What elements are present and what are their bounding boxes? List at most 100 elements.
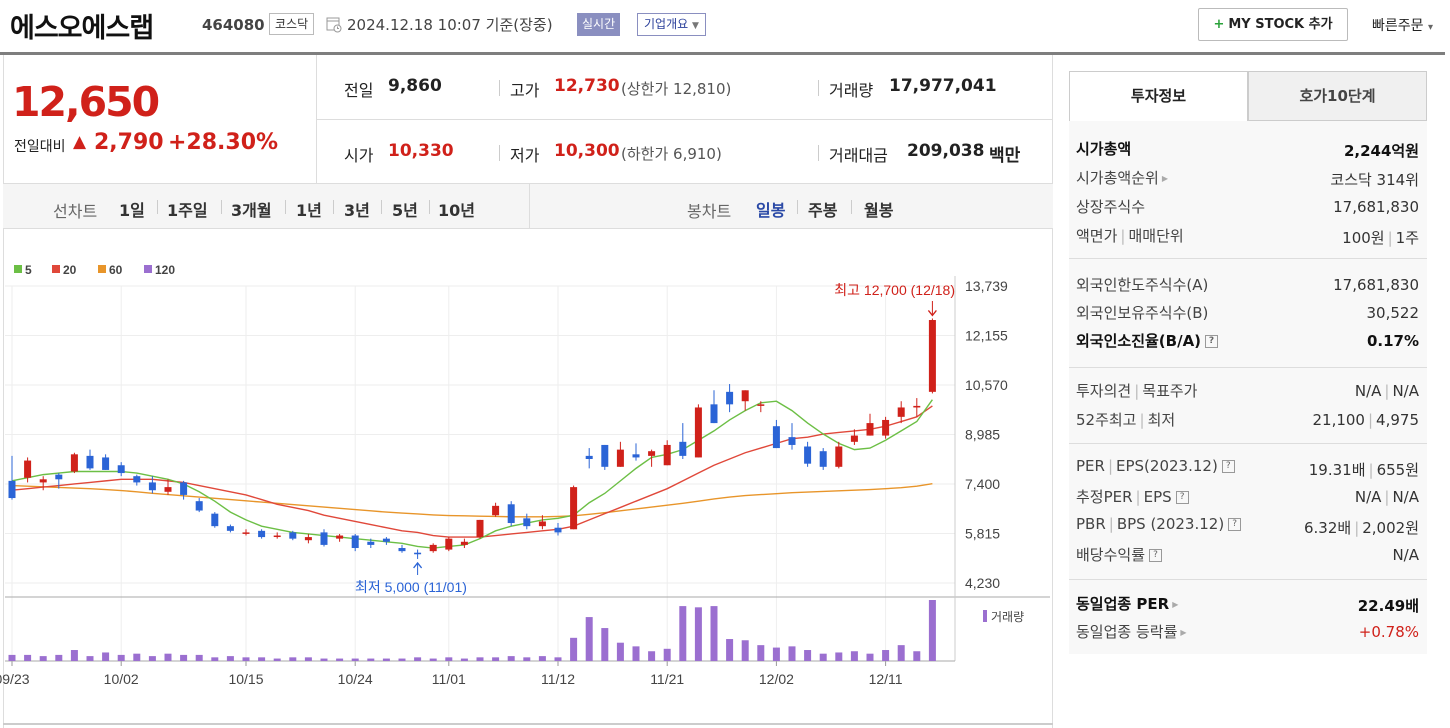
volume-bar: [694, 607, 702, 661]
upper-limit: (상한가 12,810): [621, 80, 732, 98]
info-label-text: 시가총액순위: [1076, 169, 1159, 187]
company-overview-button[interactable]: 기업개요 ▼: [637, 13, 706, 36]
candle-weekly[interactable]: 주봉: [808, 201, 838, 220]
price-chart[interactable]: 13,739 12,155 10,570 8,985 7,400 5,815 4,230 09…: [0, 229, 1050, 723]
stock-code: 464080: [202, 16, 265, 34]
candle-body: [55, 474, 63, 480]
candle-daily[interactable]: 일봉: [756, 201, 786, 220]
volume-bar: [148, 656, 156, 661]
separator: |: [1384, 382, 1390, 400]
help-icon[interactable]: ?: [1228, 518, 1242, 531]
period-3m[interactable]: 3개월: [231, 201, 272, 220]
help-icon[interactable]: ?: [1149, 549, 1163, 562]
volume-bar: [429, 658, 437, 661]
volume-bar: [304, 657, 312, 661]
period-5y[interactable]: 5년: [392, 201, 418, 220]
info-label-text: 외국인한도주식수(A): [1076, 276, 1209, 294]
candle-body: [304, 537, 312, 541]
info-label[interactable]: 동일업종 등락률 ▶: [1076, 621, 1187, 642]
quick-order-button[interactable]: 빠른주문 ▾: [1372, 15, 1433, 35]
info-label: 시가총액: [1076, 138, 1131, 159]
volume-bar: [211, 657, 219, 661]
high-label: 고가: [510, 81, 540, 100]
tab-invest-info[interactable]: 투자정보: [1069, 71, 1248, 121]
section-divider: [1069, 258, 1427, 259]
volume-bar: [117, 654, 125, 661]
separator: [851, 200, 852, 214]
candle-body: [632, 454, 640, 458]
info-value-text: 6.32배: [1303, 519, 1352, 537]
info-label: 외국인한도주식수(A): [1076, 274, 1208, 295]
help-icon[interactable]: ?: [1221, 460, 1235, 473]
separator: |: [1139, 411, 1145, 429]
info-label-text: 액면가: [1076, 227, 1118, 245]
realtime-button[interactable]: 실시간: [577, 13, 621, 36]
separator: |: [1108, 515, 1114, 533]
candle-body: [117, 465, 125, 474]
volume-bar: [897, 645, 905, 661]
candle-body: [320, 532, 328, 545]
candle-body: [8, 480, 16, 499]
period-3y[interactable]: 3년: [344, 201, 370, 220]
volume-bar: [648, 651, 656, 661]
candle-body: [913, 405, 921, 408]
info-value-text: 100원: [1342, 229, 1385, 247]
info-label-text: 52주최고: [1076, 411, 1137, 429]
candle-body: [882, 419, 890, 436]
candle-monthly[interactable]: 월봉: [864, 201, 894, 220]
period-10y[interactable]: 10년: [438, 201, 475, 220]
candle-body: [382, 538, 390, 542]
separator: |: [1107, 457, 1114, 475]
candle-body: [804, 446, 812, 464]
separator: |: [1387, 229, 1393, 247]
x-tick-label: 12/02: [759, 671, 794, 687]
help-icon[interactable]: ?: [1205, 335, 1219, 348]
separator: [429, 200, 430, 214]
volume-bar: [133, 653, 141, 661]
add-mystock-label: MY STOCK 추가: [1228, 17, 1333, 32]
candle-body: [476, 519, 484, 538]
info-value: 21,100 | 4,975: [1312, 411, 1419, 429]
volume-bar: [616, 642, 624, 661]
candle-body: [554, 527, 562, 533]
info-label-text: 최저: [1147, 411, 1176, 429]
candle-body: [429, 544, 437, 552]
section-divider: [1069, 367, 1427, 368]
info-value-text: 655원: [1376, 461, 1419, 479]
candle-chart-label: 봉차트: [687, 202, 732, 221]
chevron-right-icon: ▶: [1172, 600, 1179, 609]
info-value-text: 코스닥 314위: [1330, 171, 1419, 189]
candle-body: [757, 404, 765, 406]
info-value-text: 1주: [1395, 229, 1419, 247]
help-icon[interactable]: ?: [1175, 491, 1189, 504]
x-tick-label: 12/11: [869, 671, 903, 687]
add-mystock-button[interactable]: + MY STOCK 추가: [1198, 8, 1348, 41]
period-1d[interactable]: 1일: [119, 201, 145, 220]
candle-body: [850, 435, 858, 442]
info-label: 투자의견 | 목표주가: [1076, 380, 1197, 401]
info-value-text: +0.78%: [1358, 623, 1419, 641]
info-label-text: EPS: [1143, 488, 1172, 506]
tab-hoga-10[interactable]: 호가10단계: [1248, 71, 1427, 121]
chevron-down-icon: ▾: [1427, 22, 1434, 33]
quick-order-label: 빠른주문: [1372, 18, 1424, 34]
info-value: 0.17%: [1367, 332, 1419, 350]
period-1y[interactable]: 1년: [296, 201, 322, 220]
market-badge: 코스닥: [269, 13, 315, 35]
line-chart-label: 선차트: [53, 202, 98, 221]
info-label-text: 동일업종 PER: [1076, 595, 1170, 613]
info-label[interactable]: 동일업종 PER ▶: [1076, 593, 1178, 614]
period-1w[interactable]: 1주일: [167, 201, 208, 220]
info-value: 2,244억원: [1344, 140, 1419, 161]
period-bar-divider: [529, 184, 530, 228]
candle-body: [788, 437, 796, 445]
info-value-text: N/A: [1354, 488, 1382, 506]
base-time: 2024.12.18 10:07 기준(장중): [347, 16, 553, 34]
low-annotation: 최저 5,000 (11/01): [355, 579, 467, 595]
info-value-text: 17,681,830: [1333, 198, 1419, 216]
separator: |: [1354, 519, 1360, 537]
separator: [333, 200, 334, 214]
separator: [499, 145, 500, 161]
info-label[interactable]: 시가총액순위 ▶: [1076, 167, 1168, 188]
info-value: 22.49배: [1358, 595, 1419, 616]
